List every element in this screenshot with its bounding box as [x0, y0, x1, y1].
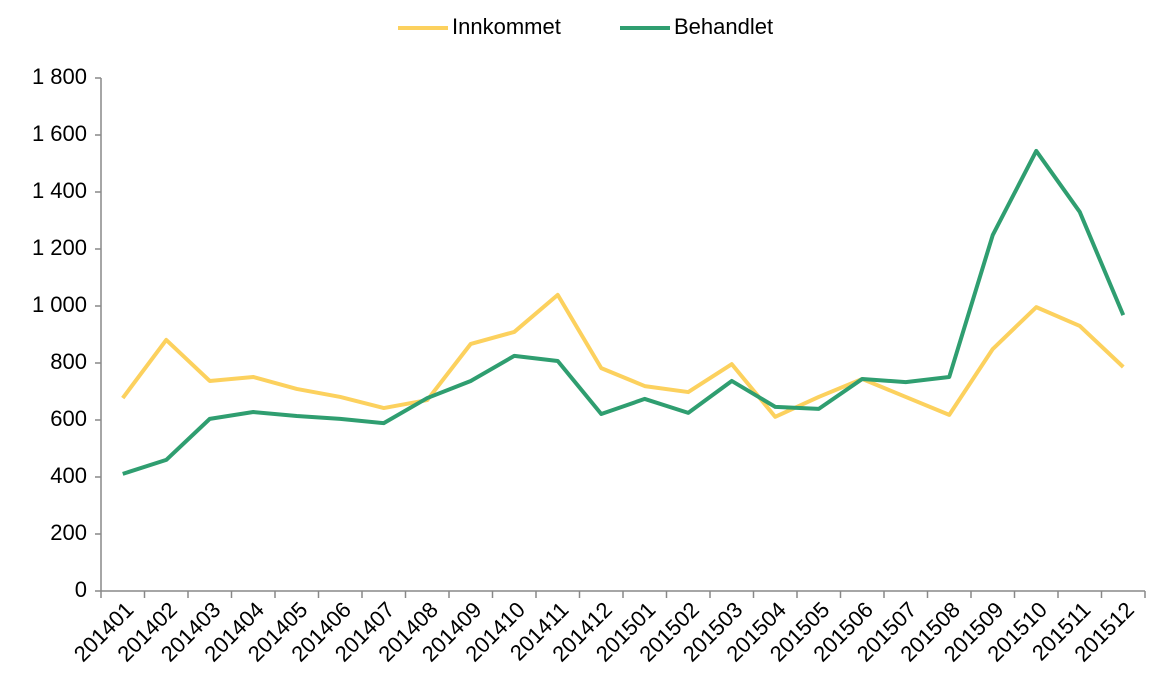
y-tick-label: 1 600: [32, 121, 87, 146]
y-tick-label: 600: [50, 406, 87, 431]
y-tick-label: 0: [75, 577, 87, 602]
y-tick-label: 1 400: [32, 178, 87, 203]
y-tick-label: 1 800: [32, 64, 87, 89]
y-tick-label: 1 000: [32, 292, 87, 317]
legend-label: Behandlet: [674, 14, 773, 39]
series-line: [121, 292, 1125, 419]
y-tick-label: 800: [50, 349, 87, 374]
legend-label: Innkommet: [452, 14, 561, 39]
y-tick-label: 200: [50, 520, 87, 545]
series-line: [122, 148, 1126, 476]
y-tick-label: 1 200: [32, 235, 87, 260]
y-tick-label: 400: [50, 463, 87, 488]
